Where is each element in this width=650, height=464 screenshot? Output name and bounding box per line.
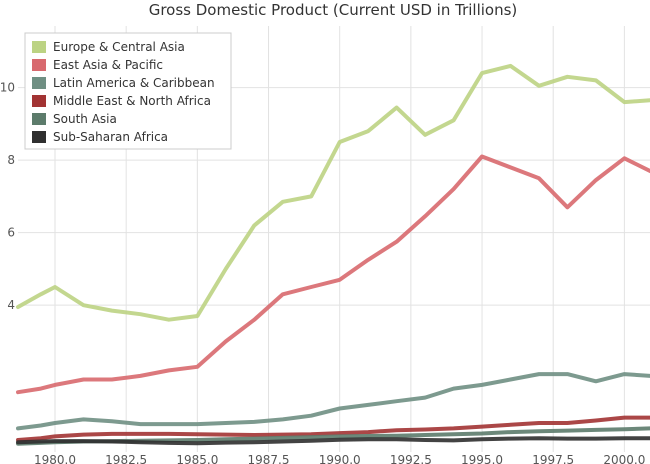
chart-title: Gross Domestic Product (Current USD in T…: [149, 1, 518, 19]
x-tick-label: 1992.5: [390, 453, 432, 464]
series-lines: [16, 63, 650, 446]
y-tick-label: 10: [0, 81, 15, 95]
x-tick-label: 1980.0: [34, 453, 76, 464]
legend-swatch-sub-saharan-africa: [32, 131, 46, 143]
series-line-europe-central-asia: [16, 63, 650, 322]
x-tick-label: 2000.0: [603, 453, 645, 464]
legend-label-latin-america-caribbean: Latin America & Caribbean: [53, 76, 215, 90]
x-tick-label: 1985.0: [176, 453, 218, 464]
y-tick-label: 8: [7, 153, 15, 167]
y-tick-label: 4: [7, 298, 15, 312]
x-tick-label: 1995.0: [461, 453, 503, 464]
series-line-east-asia-pacific: [16, 154, 650, 395]
legend-label-europe-central-asia: Europe & Central Asia: [53, 40, 185, 54]
series-line-middle-east-north-africa: [16, 415, 650, 442]
legend-swatch-latin-america-caribbean: [32, 77, 46, 89]
series-line-sub-saharan-africa: [16, 436, 650, 446]
legend-swatch-middle-east-north-africa: [32, 95, 46, 107]
legend-swatch-europe-central-asia: [32, 41, 46, 53]
legend-box: [24, 32, 232, 150]
legend-swatch-south-asia: [32, 113, 46, 125]
legend-swatch-east-asia-pacific: [32, 59, 46, 71]
x-tick-label: 1997.5: [532, 453, 574, 464]
x-tick-label: 1990.0: [319, 453, 361, 464]
legend-label-east-asia-pacific: East Asia & Pacific: [53, 58, 163, 72]
x-tick-label: 1987.5: [248, 453, 290, 464]
legend: Europe & Central Asia East Asia & Pacific…: [24, 32, 232, 150]
y-tick-label: 6: [7, 226, 15, 240]
legend-label-south-asia: South Asia: [53, 112, 117, 126]
axis-ticks: 1980.0 1982.5 1985.0 1987.5 1990.0 1992.5 1995…: [0, 81, 645, 464]
legend-label-middle-east-north-africa: Middle East & North Africa: [53, 94, 211, 108]
x-tick-label: 1982.5: [105, 453, 147, 464]
legend-label-sub-saharan-africa: Sub-Saharan Africa: [53, 130, 168, 144]
series-line-latin-america-caribbean: [16, 372, 650, 431]
